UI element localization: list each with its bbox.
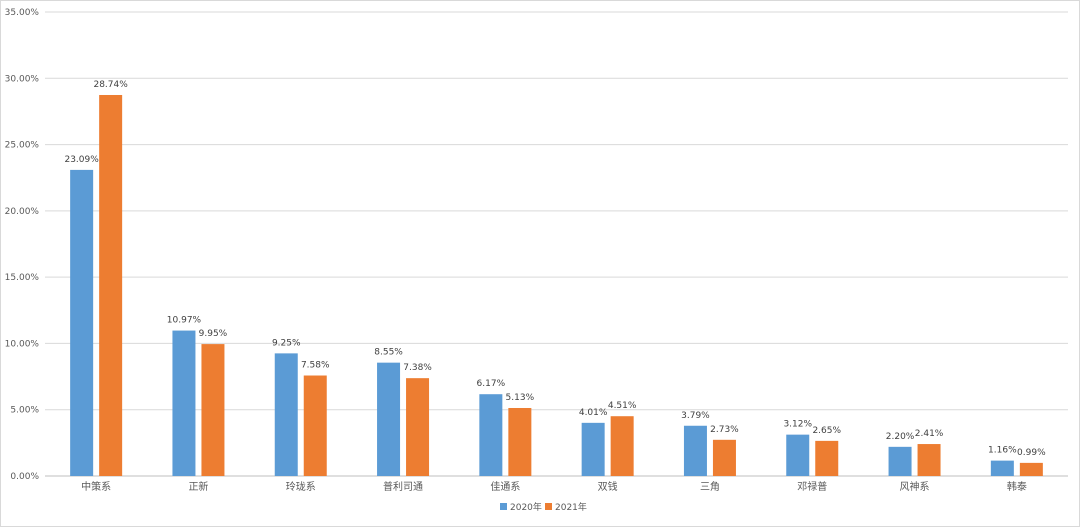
- bar-series1: [70, 169, 94, 476]
- x-tick-label: 风神系: [900, 480, 930, 493]
- data-label: 0.99%: [1017, 448, 1046, 458]
- data-label: 2.20%: [886, 432, 915, 442]
- bar-series2: [1019, 462, 1043, 476]
- y-tick-label: 20.00%: [5, 207, 40, 217]
- data-label: 8.55%: [374, 348, 403, 358]
- x-tick-label: 正新: [188, 480, 208, 493]
- bar-series1: [888, 446, 912, 476]
- x-tick-label: 邓禄普: [797, 480, 827, 493]
- bar-series1: [377, 362, 401, 476]
- data-label: 1.16%: [988, 446, 1017, 456]
- bar-series2: [406, 378, 430, 476]
- bar-series1: [581, 422, 605, 476]
- legend-swatch-series2: [545, 503, 552, 510]
- bar-series1: [172, 330, 196, 476]
- data-label: 7.38%: [403, 363, 432, 373]
- legend-label-series2: 2021年: [555, 501, 587, 513]
- bar-series1: [479, 394, 503, 476]
- legend-swatch-series1: [500, 503, 507, 510]
- bar-series2: [815, 440, 839, 476]
- y-tick-label: 30.00%: [5, 74, 40, 84]
- data-label: 10.97%: [167, 316, 202, 326]
- y-tick-label: 5.00%: [10, 406, 39, 416]
- y-tick-label: 10.00%: [5, 339, 40, 349]
- bar-series2: [917, 444, 941, 476]
- bar-series2: [201, 344, 225, 476]
- bar-series2: [303, 375, 327, 476]
- x-tick-label: 三角: [700, 481, 720, 493]
- x-tick-label: 中策系: [81, 480, 111, 493]
- data-label: 2.41%: [915, 429, 944, 439]
- data-label: 4.51%: [608, 401, 637, 411]
- data-label: 2.73%: [710, 425, 739, 435]
- x-tick-label: 佳通系: [490, 480, 520, 493]
- data-label: 4.01%: [579, 408, 608, 418]
- data-label: 9.95%: [199, 329, 228, 339]
- y-tick-label: 35.00%: [5, 8, 40, 18]
- bar-series2: [712, 439, 736, 476]
- bar-series2: [99, 94, 123, 476]
- data-label: 3.79%: [681, 411, 710, 421]
- x-tick-label: 普利司通: [383, 480, 423, 493]
- y-tick-label: 15.00%: [5, 273, 40, 283]
- data-label: 6.17%: [477, 379, 506, 389]
- bar-series1: [786, 434, 810, 476]
- data-label: 9.25%: [272, 338, 301, 348]
- data-label: 2.65%: [812, 426, 841, 436]
- legend-label-series1: 2020年: [510, 501, 542, 513]
- x-tick-label: 玲珑系: [286, 481, 316, 493]
- bar-series1: [274, 353, 298, 476]
- bar-series2: [610, 416, 634, 476]
- data-label: 23.09%: [64, 155, 99, 165]
- y-tick-label: 0.00%: [10, 472, 39, 482]
- bar-series1: [683, 425, 707, 476]
- data-label: 5.13%: [506, 393, 535, 403]
- bar-series2: [508, 407, 532, 476]
- data-label: 7.58%: [301, 361, 330, 371]
- data-label: 28.74%: [93, 80, 128, 90]
- data-label: 3.12%: [783, 420, 812, 430]
- y-tick-label: 25.00%: [5, 141, 40, 151]
- bar-series1: [990, 460, 1014, 476]
- x-tick-label: 韩泰: [1007, 480, 1027, 493]
- x-tick-label: 双钱: [598, 480, 618, 493]
